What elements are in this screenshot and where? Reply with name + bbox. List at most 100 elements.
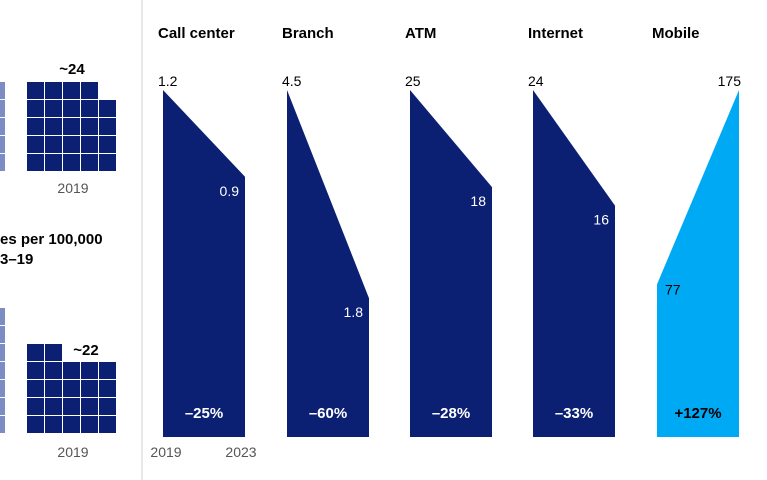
grid-cell — [27, 136, 44, 153]
left-middle-title-line-2: 3–19 — [0, 251, 33, 268]
grid-cell — [45, 380, 62, 397]
series-change-label: +127% — [674, 405, 721, 422]
series-area — [410, 90, 492, 437]
series-panel-atm: ATM 25 18 –28% — [405, 25, 492, 437]
series-change-label: –60% — [309, 405, 347, 422]
series-area — [657, 90, 739, 437]
x-label-start: 2019 — [150, 444, 181, 460]
grid-cell — [63, 380, 80, 397]
grid-cell — [81, 362, 98, 379]
grid-cell — [99, 100, 116, 117]
series-area — [163, 90, 245, 437]
left-bottom-partial-grid — [0, 308, 5, 433]
grid-cell — [99, 362, 116, 379]
series-start-label: 25 — [405, 73, 421, 89]
grid-cell — [99, 380, 116, 397]
grid-cell — [27, 100, 44, 117]
series-end-label: 18 — [470, 193, 486, 209]
series-title: ATM — [405, 25, 436, 42]
grid-cell — [27, 416, 44, 433]
grid-cell — [27, 362, 44, 379]
grid-cell — [81, 154, 98, 171]
grid-cell — [45, 416, 62, 433]
series-end-label: 1.8 — [344, 304, 364, 320]
grid-cell — [99, 398, 116, 415]
grid-cell — [45, 136, 62, 153]
grid-cell — [63, 398, 80, 415]
grid-cell — [45, 362, 62, 379]
left-top-grid — [27, 82, 116, 171]
series-title: Call center — [158, 25, 235, 42]
grid-cell — [0, 100, 5, 117]
left-middle-title-line-1: es per 100,000 — [0, 231, 103, 248]
grid-cell — [45, 100, 62, 117]
series-start-label: 24 — [528, 73, 544, 89]
series-layer: Call center 1.2 0.9 –25% Branch 4.5 1.8 –60% ATM… — [158, 25, 741, 437]
grid-cell — [27, 118, 44, 135]
grid-cell — [99, 136, 116, 153]
series-title: Internet — [528, 25, 583, 42]
series-title: Branch — [282, 25, 334, 42]
series-start-label: 1.2 — [158, 73, 178, 89]
series-panel-call-center: Call center 1.2 0.9 –25% — [158, 25, 245, 437]
grid-cell — [27, 154, 44, 171]
grid-cell — [27, 380, 44, 397]
grid-cell — [63, 416, 80, 433]
series-panel-mobile: Mobile 77 175 +127% — [652, 25, 741, 437]
grid-cell — [99, 118, 116, 135]
grid-cell — [0, 416, 5, 433]
series-panel-branch: Branch 4.5 1.8 –60% — [282, 25, 369, 437]
grid-cell — [0, 136, 5, 153]
series-end-label: 0.9 — [220, 183, 240, 199]
grid-cell — [63, 118, 80, 135]
grid-cell — [99, 154, 116, 171]
grid-cell — [0, 326, 5, 343]
series-end-label: 175 — [718, 73, 742, 89]
grid-cell — [0, 154, 5, 171]
grid-cell — [63, 136, 80, 153]
grid-cell — [99, 416, 116, 433]
series-panel-internet: Internet 24 16 –33% — [528, 25, 615, 437]
grid-cell — [27, 398, 44, 415]
left-bottom-year-label: 2019 — [57, 444, 88, 460]
grid-cell — [63, 362, 80, 379]
series-change-label: –25% — [185, 405, 223, 422]
left-bottom-grid — [27, 344, 116, 433]
grid-cell — [81, 100, 98, 117]
grid-cell — [0, 82, 5, 99]
grid-cell — [45, 344, 62, 361]
left-top-value-label: ~24 — [59, 61, 85, 78]
series-title: Mobile — [652, 25, 700, 42]
grid-cell — [81, 136, 98, 153]
grid-cell — [81, 398, 98, 415]
grid-cell — [45, 118, 62, 135]
series-start-label: 4.5 — [282, 73, 302, 89]
series-change-label: –33% — [555, 405, 593, 422]
grid-cell — [0, 344, 5, 361]
left-bottom-value-label: ~22 — [73, 342, 98, 359]
grid-cell — [0, 380, 5, 397]
grid-cell — [0, 118, 5, 135]
grid-cell — [81, 118, 98, 135]
grid-cell — [45, 154, 62, 171]
grid-cell — [63, 82, 80, 99]
left-panel: ~24 2019 es per 100,000 3–19 ~22 2019 — [0, 61, 116, 460]
grid-cell — [45, 82, 62, 99]
series-end-label: 16 — [593, 212, 609, 228]
grid-cell — [81, 82, 98, 99]
grid-cell — [27, 82, 44, 99]
x-label-end: 2023 — [225, 444, 256, 460]
left-top-partial-grid — [0, 82, 5, 171]
grid-cell — [81, 380, 98, 397]
grid-cell — [27, 344, 44, 361]
grid-cell — [63, 154, 80, 171]
series-change-label: –28% — [432, 405, 470, 422]
series-area — [533, 90, 615, 437]
grid-cell — [0, 308, 5, 325]
grid-cell — [81, 416, 98, 433]
grid-cell — [63, 100, 80, 117]
left-top-year-label: 2019 — [57, 180, 88, 196]
grid-cell — [45, 398, 62, 415]
series-start-label: 77 — [665, 281, 681, 297]
